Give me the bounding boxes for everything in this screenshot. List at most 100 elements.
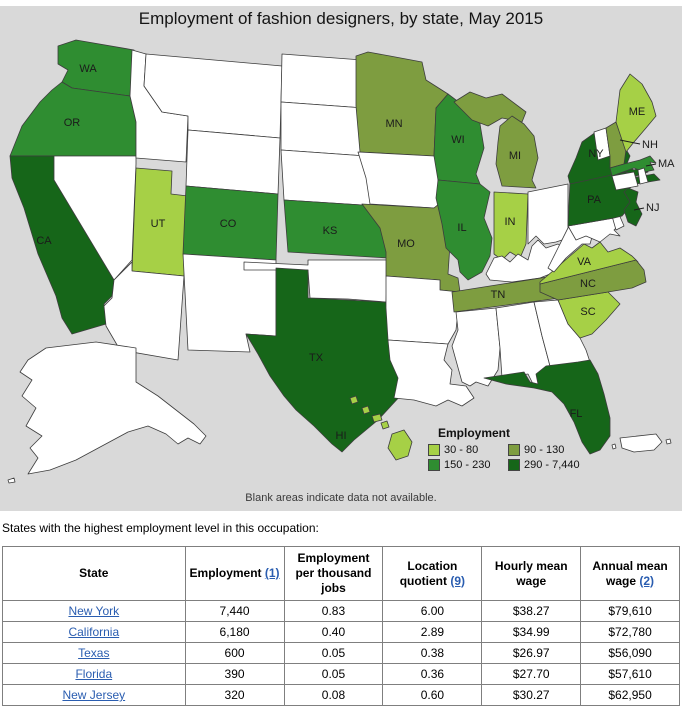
value-cell: 0.36 — [382, 663, 483, 685]
state-ia — [357, 151, 445, 209]
state-link-california[interactable]: California — [68, 625, 120, 639]
legend-swatch-0 — [428, 444, 440, 456]
page: Employment of fashion designers, by stat… — [0, 6, 682, 706]
state-nd — [280, 53, 365, 109]
table-row: Florida 390 0.05 0.36 $27.70 $57,610 — [2, 663, 680, 685]
state-label-me: ME — [629, 106, 646, 118]
legend-label-1: 90 - 130 — [524, 444, 565, 456]
value-cell: 0.40 — [283, 621, 384, 643]
state-la — [387, 339, 475, 407]
value-cell: 600 — [184, 642, 285, 664]
value-cell: 0.08 — [283, 684, 384, 706]
column-header-4: Hourly mean wage — [481, 546, 582, 601]
leader-line-nj — [633, 207, 645, 211]
leader-line-ma — [645, 163, 657, 167]
value-cell: $30.27 — [481, 684, 582, 706]
employment-table: State Employment (1) Employment per thousa… — [2, 546, 680, 706]
state-nc[interactable] — [539, 259, 647, 301]
map-legend: Employment 30 - 80 90 - 130 150 - 230 290 -… — [428, 426, 668, 471]
state-label-mo: MO — [397, 238, 415, 250]
state-label-ks: KS — [323, 225, 338, 237]
value-cell: $38.27 — [481, 600, 582, 622]
state-ct — [611, 171, 639, 191]
footnote-link-1[interactable]: (1) — [264, 566, 280, 580]
state-va[interactable] — [539, 241, 639, 285]
value-cell: $27.70 — [481, 663, 582, 685]
value-cell: 6.00 — [382, 600, 483, 622]
column-header-3: Location quotient (9) — [382, 546, 483, 601]
state-label-ut: UT — [151, 218, 166, 230]
value-cell: $57,610 — [580, 663, 680, 685]
table-row: New York 7,440 0.83 6.00 $38.27 $79,610 — [2, 600, 680, 622]
value-cell: $26.97 — [481, 642, 582, 664]
state-label-nj: NJ — [646, 202, 659, 214]
state-hi[interactable] — [371, 413, 383, 423]
state-label-wa: WA — [79, 63, 97, 75]
state-sc[interactable] — [557, 291, 621, 339]
map-area: WA OR CA UT CO KS MN WI MI IN IL MO TN NC VA SC TX FL ME HI… — [0, 30, 682, 490]
table-row: California 6,180 0.40 2.89 $34.99 $72,780 — [2, 621, 680, 643]
state-label-hi: HI — [336, 430, 347, 442]
state-hi[interactable] — [380, 420, 390, 430]
state-me[interactable] — [615, 73, 657, 153]
value-cell: 0.05 — [283, 663, 384, 685]
state-link-new-jersey[interactable]: New Jersey — [62, 688, 126, 702]
legend-label-2: 150 - 230 — [444, 459, 491, 471]
value-cell: 6,180 — [184, 621, 285, 643]
state-label-mi: MI — [509, 150, 521, 162]
state-il[interactable] — [435, 179, 493, 281]
column-header-1: Employment (1) — [184, 546, 285, 601]
state-label-nh: NH — [642, 139, 658, 151]
state-pr — [619, 433, 663, 453]
state-hi[interactable] — [361, 405, 371, 415]
value-cell: $56,090 — [580, 642, 680, 664]
state-label-fl: FL — [570, 408, 583, 420]
footnote-link-9[interactable]: (9) — [450, 573, 466, 588]
state-nj[interactable] — [623, 187, 643, 227]
value-cell: $34.99 — [481, 621, 582, 643]
table-row: Texas 600 0.05 0.38 $26.97 $56,090 — [2, 642, 680, 664]
us-choropleth-map: WA OR CA UT CO KS MN WI MI IN IL MO TN NC VA SC TX FL ME HI… — [7, 39, 675, 484]
state-ms — [451, 307, 501, 387]
column-header-0: State — [2, 546, 186, 601]
legend-swatch-2 — [428, 459, 440, 471]
value-cell: 0.60 — [382, 684, 483, 706]
legend-item-1: 90 - 130 — [508, 444, 638, 456]
value-cell: 0.38 — [382, 642, 483, 664]
state-ak — [19, 341, 207, 475]
state-hi[interactable] — [349, 395, 359, 405]
state-wy — [185, 129, 281, 195]
table-header-row: State Employment (1) Employment per thousa… — [2, 546, 680, 601]
table-row: New Jersey 320 0.08 0.60 $30.27 $62,950 — [2, 684, 680, 706]
state-link-new-york[interactable]: New York — [68, 604, 120, 618]
state-link-florida[interactable]: Florida — [75, 667, 113, 681]
legend-swatch-3 — [508, 459, 520, 471]
state-link-texas[interactable]: Texas — [78, 646, 110, 660]
state-hi[interactable] — [387, 429, 413, 461]
leader-line-nh — [619, 139, 641, 145]
state-ak — [7, 477, 16, 484]
state-label-ma: MA — [658, 158, 675, 170]
value-cell: $62,950 — [580, 684, 680, 706]
legend-item-3: 290 - 7,440 — [508, 459, 638, 471]
state-az — [103, 261, 185, 361]
state-cell: California — [2, 621, 186, 643]
state-mi[interactable] — [495, 115, 539, 189]
value-cell: $79,610 — [580, 600, 680, 622]
state-mn[interactable] — [355, 51, 449, 157]
table-intro: States with the highest employment level… — [2, 521, 319, 535]
state-label-ca: CA — [36, 235, 52, 247]
state-label-sc: SC — [580, 306, 595, 318]
value-cell: $72,780 — [580, 621, 680, 643]
state-mi[interactable] — [453, 91, 527, 127]
state-fl[interactable] — [483, 359, 611, 455]
value-cell: 7,440 — [184, 600, 285, 622]
state-cell: New Jersey — [2, 684, 186, 706]
state-label-mn: MN — [385, 118, 402, 130]
state-label-or: OR — [64, 117, 81, 129]
legend-label-0: 30 - 80 — [444, 444, 479, 456]
footnote-link-2[interactable]: (2) — [639, 573, 655, 588]
state-label-wi: WI — [451, 134, 464, 146]
state-label-tn: TN — [491, 289, 506, 301]
state-label-nc: NC — [580, 278, 596, 290]
